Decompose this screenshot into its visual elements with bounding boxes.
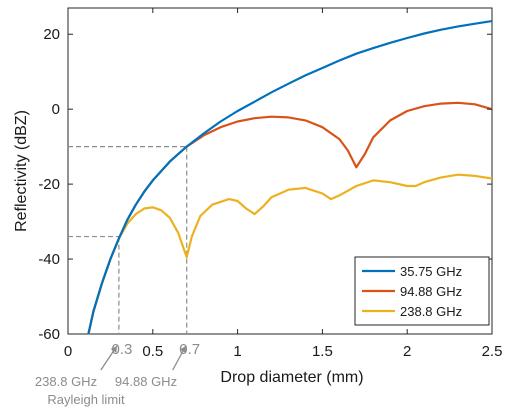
- legend: 35.75 GHz 94.88 GHz 238.8 GHz: [354, 256, 490, 326]
- plot-frame: [67, 7, 493, 335]
- annotation-x-value-0.3: 0.3: [111, 341, 132, 358]
- x-axis-title: Drop diameter (mm): [220, 369, 363, 386]
- x-tick-label-1.5: 1.5: [312, 343, 333, 360]
- plot-area: [67, 7, 493, 335]
- x-tick-label-2.5: 2.5: [482, 343, 503, 360]
- annotation-label-94-ghz: 94.88 GHz: [115, 374, 177, 389]
- legend-label-2: 238.8 GHz: [400, 304, 462, 319]
- series-line-0: [87, 20, 493, 335]
- series-line-2: [87, 173, 493, 335]
- y-tick-label--20: -20: [38, 176, 60, 193]
- annotation-label-238-ghz: 238.8 GHz: [35, 374, 97, 389]
- annotation-x-value-0.7: 0.7: [179, 341, 200, 358]
- legend-label-0: 35.75 GHz: [400, 264, 462, 279]
- series-lines: [87, 20, 493, 335]
- y-axis: -60 -40 -20 0 20: [38, 26, 492, 343]
- y-tick-label-0: 0: [52, 101, 60, 118]
- legend-label-1: 94.88 GHz: [400, 284, 462, 299]
- y-tick-label--60: -60: [38, 326, 60, 343]
- rayleigh-annotations: 0.3 0.7 238.8 GHz 94.88 GHz Rayleigh lim…: [35, 341, 200, 407]
- annotation-rayleigh-limit: Rayleigh limit: [47, 392, 125, 407]
- x-tick-label-0: 0: [64, 343, 72, 360]
- y-tick-label-20: 20: [43, 26, 60, 43]
- x-tick-label-0.5: 0.5: [142, 343, 163, 360]
- x-tick-label-2: 2: [403, 343, 411, 360]
- x-axis: 0 0.5 1 1.5 2 2.5: [64, 8, 503, 360]
- arrow-0.7-head: [179, 346, 186, 353]
- reference-lines: [68, 146, 188, 334]
- y-tick-label--40: -40: [38, 251, 60, 268]
- arrow-0.3-head: [110, 346, 117, 353]
- x-tick-label-1: 1: [233, 343, 241, 360]
- y-axis-title: Reflectivity (dBZ): [13, 110, 30, 232]
